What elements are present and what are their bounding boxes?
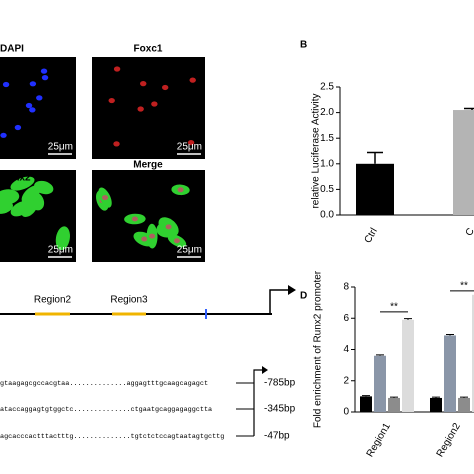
x-tick-label: Region1 xyxy=(365,421,393,459)
error-bar xyxy=(367,151,383,164)
nucleus xyxy=(0,132,7,138)
scale-label: 25μm xyxy=(48,142,73,153)
region-label: Region2 xyxy=(34,295,72,306)
error-bar xyxy=(376,354,384,356)
sequence: ataccaggagtgtggctc..............ctgaatgc… xyxy=(0,406,212,414)
bar xyxy=(360,396,372,412)
y-axis-label: Fold enrichment of Runx2 promoter xyxy=(313,270,324,428)
y-axis-label: relative Luciferase Activity xyxy=(311,93,322,208)
y-tick-label: 1.5 xyxy=(320,133,334,144)
nucleus xyxy=(41,75,49,81)
y-tick-label: 4 xyxy=(343,344,349,355)
cell xyxy=(10,176,35,191)
error-bar xyxy=(432,396,440,398)
micrograph xyxy=(92,57,205,159)
panel-label: B xyxy=(300,40,307,51)
cell xyxy=(34,180,54,195)
image-label: Merge xyxy=(133,160,163,171)
bar xyxy=(388,397,400,412)
tss-arrow xyxy=(269,289,288,314)
bar xyxy=(430,397,442,412)
y-tick-label: 0 xyxy=(343,407,349,418)
scale-label: 25μm xyxy=(48,245,73,256)
nucleus xyxy=(177,187,184,193)
bar xyxy=(453,110,474,215)
cell xyxy=(55,226,70,251)
x-tick-label: C xyxy=(464,226,474,238)
nucleus xyxy=(137,106,144,112)
bar xyxy=(374,355,386,412)
bar xyxy=(472,294,474,412)
position-label: -345bp xyxy=(264,404,296,415)
x-tick-label: Ctrl xyxy=(363,226,380,245)
error-bar xyxy=(390,396,398,398)
bar xyxy=(458,397,470,412)
error-bar xyxy=(362,395,370,397)
nucleus xyxy=(187,139,195,146)
cell xyxy=(0,189,20,205)
scale-label: 25μm xyxy=(177,245,202,256)
image-label: DAPI xyxy=(0,44,24,55)
nucleus xyxy=(113,141,120,147)
panel-label: D xyxy=(300,291,307,302)
nucleus xyxy=(173,238,180,244)
cell xyxy=(21,200,38,218)
error-bar xyxy=(446,334,454,336)
nucleus xyxy=(113,66,121,72)
nucleus xyxy=(165,224,172,230)
position-label: -785bp xyxy=(264,378,296,389)
nucleus xyxy=(131,216,138,222)
nucleus xyxy=(140,81,147,87)
nucleus xyxy=(141,236,148,242)
bar xyxy=(444,335,456,412)
nucleus xyxy=(161,84,169,91)
image-label: Runx2 xyxy=(0,173,31,184)
cell xyxy=(21,185,41,204)
nucleus xyxy=(25,102,33,109)
region-label: Region3 xyxy=(110,295,148,306)
nucleus xyxy=(40,68,48,74)
arrowhead xyxy=(262,366,268,374)
scale-label: 25μm xyxy=(177,142,202,153)
nucleus xyxy=(29,81,37,87)
position-label: -47bp xyxy=(264,431,290,442)
y-tick-label: 2.5 xyxy=(320,82,334,93)
sequence: gtaagagcgccacgtaa..............aggagtttg… xyxy=(0,380,208,388)
tss-arrow xyxy=(253,369,262,436)
nucleus xyxy=(29,107,36,113)
y-tick-label: 8 xyxy=(343,282,349,293)
nucleus xyxy=(14,124,22,131)
image-label: Foxc1 xyxy=(134,44,163,55)
error-bar xyxy=(464,107,474,111)
nucleus xyxy=(151,101,158,107)
nucleus xyxy=(102,195,109,201)
arrowhead xyxy=(288,285,296,295)
annotation: ** xyxy=(390,301,398,312)
bar xyxy=(402,319,414,412)
y-tick-label: 0.5 xyxy=(320,184,334,195)
nucleus xyxy=(149,233,156,239)
nucleus xyxy=(108,97,115,104)
x-tick-label: Region2 xyxy=(435,421,463,459)
nucleus xyxy=(189,77,196,83)
y-tick-label: 0.0 xyxy=(320,210,334,221)
error-bar xyxy=(460,396,468,398)
nucleus xyxy=(36,95,43,101)
error-bar xyxy=(404,318,412,320)
y-tick-label: 6 xyxy=(343,313,349,324)
y-tick-label: 2 xyxy=(343,375,349,386)
micrograph xyxy=(92,170,205,262)
annotation: ** xyxy=(460,280,468,291)
sequence: agcacccactttactttg..............tgtctctc… xyxy=(0,433,224,441)
nucleus xyxy=(2,81,10,88)
y-tick-label: 2.0 xyxy=(320,107,334,118)
bar xyxy=(356,163,394,215)
y-tick-label: 1.0 xyxy=(320,158,334,169)
micrograph xyxy=(0,57,76,159)
